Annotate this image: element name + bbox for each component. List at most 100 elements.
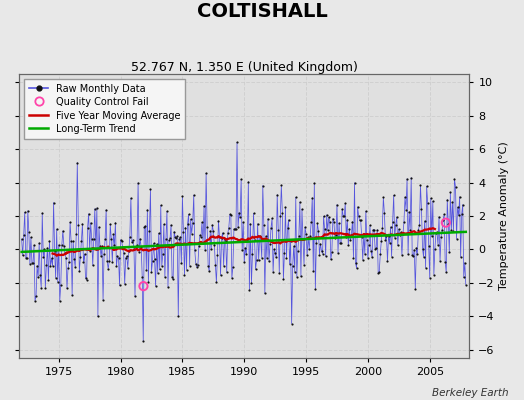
Point (310, 180, 319, 187)
Point (132, 244, 140, 251)
Point (63, 285, 71, 291)
Point (93, 205, 101, 211)
Point (329, 215, 337, 222)
Point (193, 264, 201, 270)
Point (319, 250, 327, 257)
Point (363, 237, 371, 243)
Point (190, 192, 198, 198)
Point (138, 274, 146, 280)
Point (403, 176, 411, 182)
Point (358, 256, 367, 263)
Point (162, 236, 170, 243)
Point (187, 216, 195, 222)
Point (109, 231, 117, 238)
Point (453, 204, 462, 210)
Point (257, 237, 265, 243)
Point (57, 281, 65, 288)
Point (128, 239, 136, 246)
Point (263, 255, 271, 261)
Point (381, 236, 390, 243)
Point (333, 201, 341, 208)
Point (148, 258, 157, 264)
Point (260, 290, 269, 296)
Point (94, 313, 102, 320)
Point (407, 174, 416, 181)
Point (431, 246, 439, 252)
Point (165, 237, 173, 244)
Point (264, 216, 272, 222)
Point (101, 236, 110, 242)
Point (88, 236, 96, 242)
Point (318, 248, 326, 254)
Point (396, 231, 404, 238)
Point (334, 250, 342, 256)
Point (384, 233, 392, 239)
Point (180, 272, 189, 278)
Point (29, 260, 37, 267)
Point (107, 236, 115, 242)
Point (400, 218, 408, 225)
Point (406, 226, 414, 233)
Point (177, 260, 185, 266)
Point (106, 221, 114, 227)
Point (157, 202, 165, 209)
Point (80, 251, 89, 257)
Point (56, 298, 64, 304)
Point (36, 271, 45, 278)
Point (158, 263, 166, 269)
Point (224, 230, 232, 236)
Point (425, 275, 434, 281)
Point (256, 232, 264, 239)
Point (344, 242, 353, 248)
Point (404, 251, 412, 258)
Point (390, 235, 399, 241)
Point (304, 234, 312, 240)
Point (321, 253, 330, 259)
Point (303, 251, 311, 258)
Point (359, 231, 368, 238)
Point (395, 226, 403, 232)
Point (149, 240, 158, 246)
Point (24, 208, 32, 214)
Point (368, 254, 376, 260)
Point (48, 263, 57, 269)
Point (112, 262, 121, 269)
Point (152, 241, 161, 247)
Point (418, 246, 427, 252)
Point (227, 212, 235, 218)
Point (292, 273, 301, 280)
Point (156, 266, 164, 273)
Point (243, 236, 252, 243)
Point (228, 264, 237, 270)
Point (127, 195, 135, 201)
Point (113, 253, 122, 259)
Point (273, 192, 281, 198)
Point (236, 214, 244, 220)
Point (373, 227, 381, 233)
Legend: Raw Monthly Data, Quality Control Fail, Five Year Moving Average, Long-Term Tren: Raw Monthly Data, Quality Control Fail, … (24, 79, 185, 139)
Point (58, 242, 66, 248)
Point (175, 236, 183, 242)
Point (151, 283, 160, 289)
Point (402, 206, 410, 213)
Point (286, 261, 294, 267)
Point (415, 222, 423, 228)
Point (232, 226, 240, 232)
Point (383, 233, 391, 239)
Point (287, 238, 295, 244)
Point (429, 198, 437, 204)
Point (320, 213, 328, 220)
Point (250, 236, 259, 243)
Point (254, 220, 262, 227)
Point (62, 254, 70, 261)
Point (118, 244, 127, 250)
Point (346, 237, 355, 244)
Point (398, 252, 406, 258)
Point (219, 230, 227, 236)
Point (338, 206, 346, 212)
Point (242, 251, 250, 258)
Point (309, 268, 318, 274)
Point (217, 235, 226, 242)
Point (209, 228, 217, 234)
Point (115, 282, 124, 288)
